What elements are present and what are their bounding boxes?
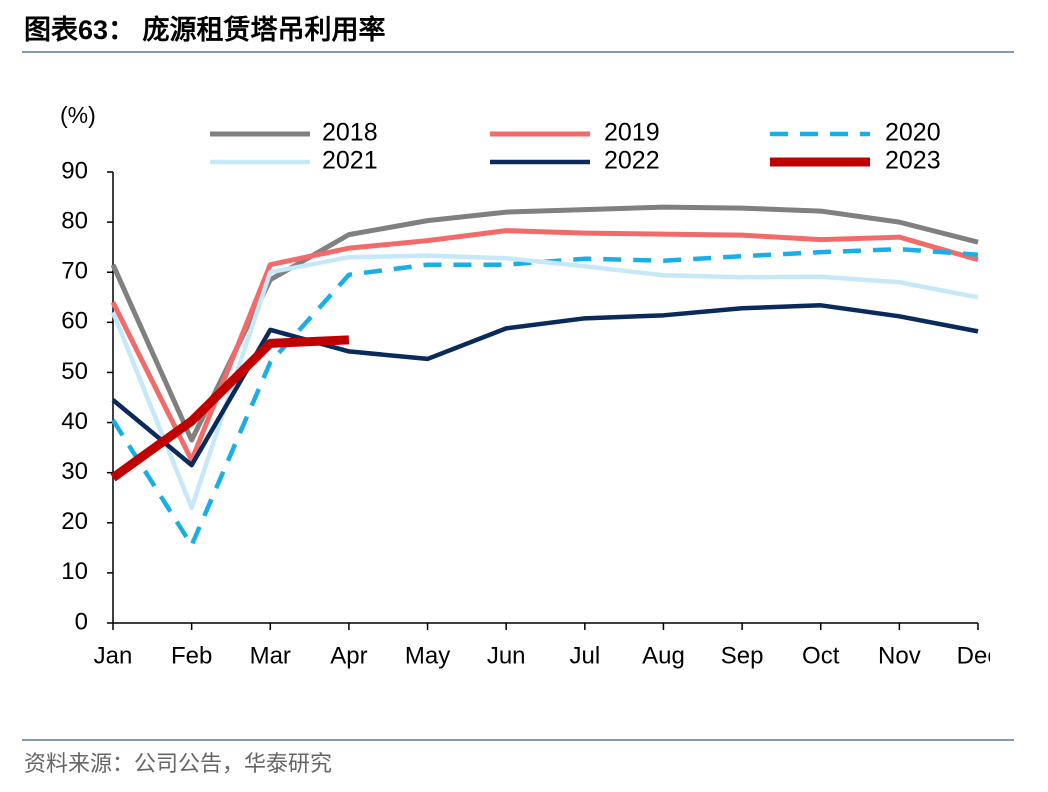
y-axis-label: (%) (60, 102, 96, 128)
y-tick-label: 20 (61, 508, 88, 535)
x-tick-label: Sep (721, 642, 764, 669)
series-line (110, 228, 979, 463)
legend-label: 2021 (322, 147, 378, 175)
x-tick-label: Jul (569, 642, 600, 669)
y-tick-label: 40 (61, 408, 88, 435)
y-tick-label: 90 (61, 157, 88, 184)
source: 资料来源：公司公告，华泰研究 (24, 751, 332, 776)
x-tick-label: Aug (642, 642, 685, 669)
x-labels: Jan Feb Mar Apr May Jun Jul Aug Sep Oct Nov Dec (94, 642, 1000, 669)
x-tick-label: Mar (250, 642, 291, 669)
y-tick-label: 60 (61, 308, 88, 335)
legend-label: 2023 (885, 147, 941, 175)
series-line (111, 246, 979, 548)
x-tick-label: Feb (171, 642, 212, 669)
x-tick-label: Oct (802, 642, 840, 669)
y-tick-label: 10 (61, 558, 88, 585)
x-tick-label: Jun (487, 642, 526, 669)
y-tick-label: 80 (61, 207, 88, 234)
x-tick-label: Dec (957, 642, 1000, 669)
x-tick-label: Apr (330, 642, 367, 669)
legend-label: 2018 (322, 119, 378, 147)
y-tick-label: 50 (61, 358, 88, 385)
y-tick-label: 70 (61, 258, 88, 285)
y-tick-label: 30 (61, 458, 88, 485)
x-tick-label: Nov (878, 642, 921, 669)
legend-label: 2022 (604, 147, 660, 175)
legend-label: 2020 (885, 119, 941, 147)
x-tick-label: Jan (94, 642, 133, 669)
chart-title: 图表63： 庞源租赁塔吊利用率 (24, 14, 386, 45)
x-tick-label: May (405, 642, 450, 669)
series-line (110, 335, 350, 482)
legend-label: 2019 (604, 119, 660, 147)
series-line (110, 253, 979, 510)
y-tick-label: 0 (75, 608, 88, 635)
